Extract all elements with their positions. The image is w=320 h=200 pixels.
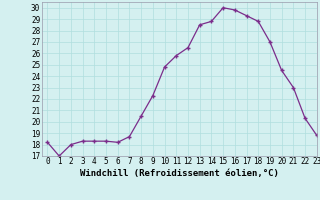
X-axis label: Windchill (Refroidissement éolien,°C): Windchill (Refroidissement éolien,°C) [80,169,279,178]
